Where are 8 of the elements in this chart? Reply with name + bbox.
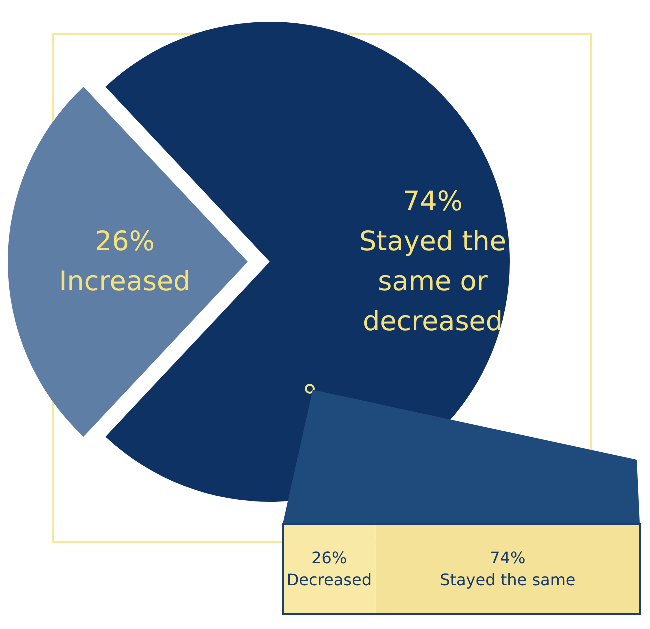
- data-label: 74%: [402, 186, 464, 218]
- slice-label: Stayed the same or decreased: [360, 226, 506, 338]
- data-label: 26%: [312, 548, 348, 568]
- series-label: Stayed the same: [440, 570, 576, 590]
- data-label: 74%: [490, 548, 526, 568]
- data-label: 26%: [94, 226, 156, 258]
- series-label: Decreased: [286, 570, 372, 590]
- slice-label: Increased: [59, 266, 191, 298]
